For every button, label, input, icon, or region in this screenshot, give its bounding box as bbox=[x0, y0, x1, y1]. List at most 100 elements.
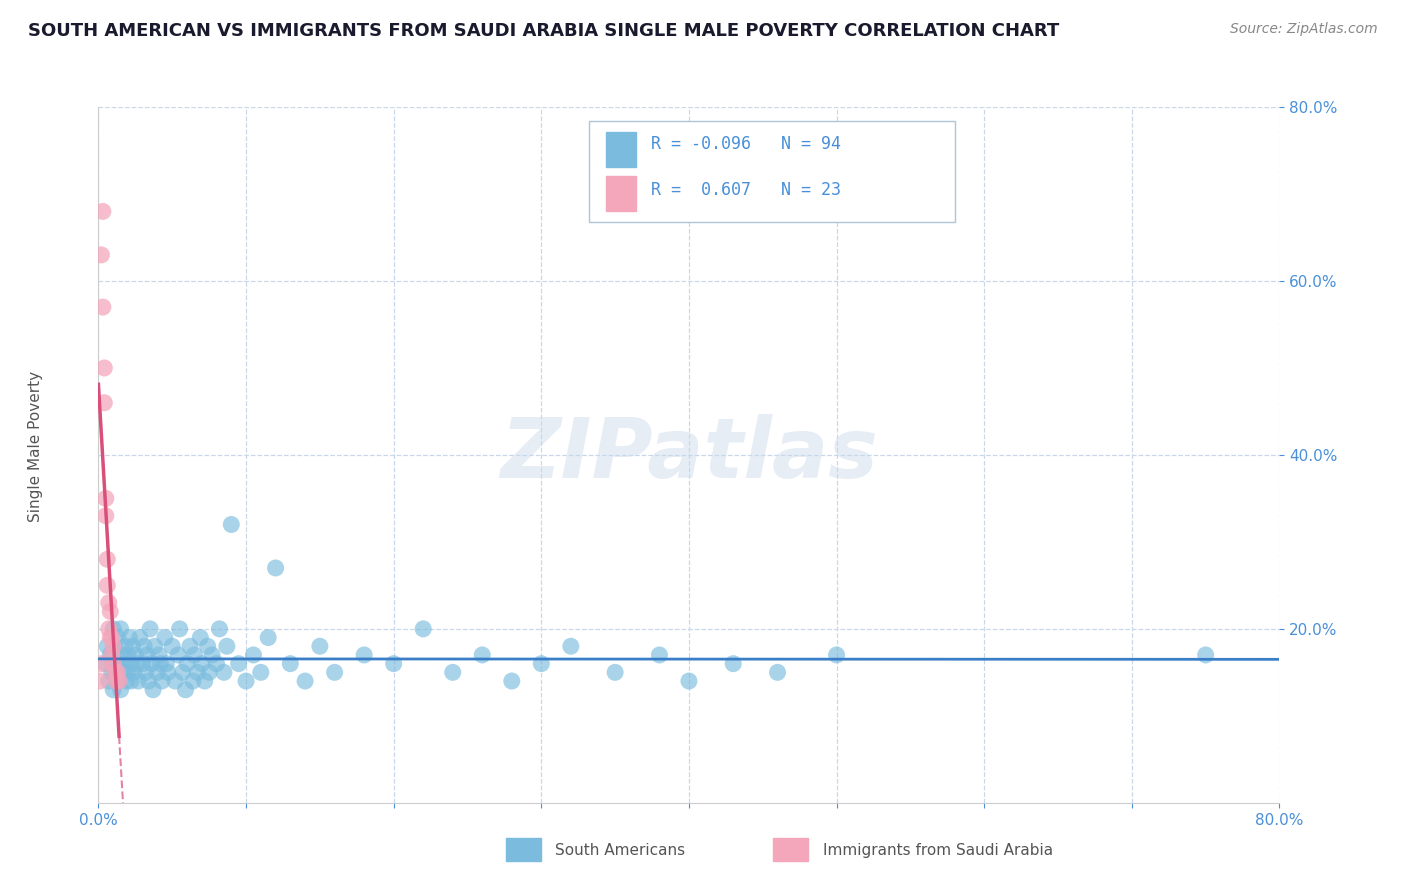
Point bbox=[125, 657, 148, 671]
Point bbox=[107, 631, 129, 645]
Point bbox=[156, 665, 179, 680]
Point bbox=[181, 674, 204, 689]
Point bbox=[148, 648, 170, 662]
Point bbox=[100, 665, 122, 680]
Point bbox=[97, 622, 120, 636]
Point bbox=[107, 665, 129, 680]
Point bbox=[103, 657, 125, 671]
Text: ZIPatlas: ZIPatlas bbox=[501, 415, 877, 495]
Text: Source: ZipAtlas.com: Source: ZipAtlas.com bbox=[1230, 22, 1378, 37]
Point bbox=[201, 648, 224, 662]
Point bbox=[471, 648, 494, 662]
Text: SOUTH AMERICAN VS IMMIGRANTS FROM SAUDI ARABIA SINGLE MALE POVERTY CORRELATION C: SOUTH AMERICAN VS IMMIGRANTS FROM SAUDI … bbox=[28, 22, 1059, 40]
Point bbox=[197, 639, 219, 653]
Point bbox=[105, 674, 128, 689]
Point bbox=[121, 639, 143, 653]
Point bbox=[219, 517, 242, 532]
Point bbox=[91, 300, 114, 314]
Point bbox=[167, 648, 190, 662]
Point bbox=[212, 665, 235, 680]
Point bbox=[186, 665, 208, 680]
Point bbox=[90, 657, 112, 671]
Point bbox=[825, 648, 848, 662]
Point bbox=[120, 674, 142, 689]
Text: South Americans: South Americans bbox=[555, 843, 686, 857]
Point bbox=[208, 622, 231, 636]
Point bbox=[142, 682, 165, 697]
Point bbox=[198, 665, 221, 680]
Point bbox=[98, 605, 121, 619]
Point bbox=[110, 682, 132, 697]
Point bbox=[104, 665, 127, 680]
Point bbox=[135, 665, 157, 680]
Point bbox=[120, 657, 142, 671]
Point bbox=[176, 657, 198, 671]
Bar bbox=[606, 132, 636, 167]
Point bbox=[112, 665, 135, 680]
Point bbox=[97, 596, 120, 610]
Point bbox=[721, 657, 744, 671]
Point bbox=[114, 657, 136, 671]
Point bbox=[108, 657, 131, 671]
Point bbox=[115, 674, 138, 689]
FancyBboxPatch shape bbox=[589, 121, 955, 222]
Point bbox=[194, 674, 217, 689]
Point bbox=[138, 674, 160, 689]
Point bbox=[162, 639, 183, 653]
Point bbox=[309, 639, 332, 653]
Point bbox=[93, 360, 115, 375]
Point bbox=[174, 682, 197, 697]
Point bbox=[141, 657, 163, 671]
Point bbox=[605, 665, 627, 680]
Point bbox=[96, 578, 118, 592]
Point bbox=[105, 665, 128, 680]
Point bbox=[94, 491, 117, 506]
Point bbox=[146, 665, 169, 680]
Point bbox=[104, 639, 127, 653]
Point bbox=[103, 639, 125, 653]
Bar bbox=[606, 176, 636, 211]
Point bbox=[242, 648, 264, 662]
Point bbox=[111, 648, 134, 662]
Point bbox=[107, 674, 129, 689]
Point bbox=[501, 674, 523, 689]
Point bbox=[94, 508, 117, 523]
Point bbox=[134, 639, 156, 653]
Point bbox=[441, 665, 464, 680]
Point bbox=[136, 648, 159, 662]
Point bbox=[114, 639, 136, 653]
Point bbox=[153, 631, 176, 645]
Point bbox=[188, 631, 211, 645]
Text: Single Male Poverty: Single Male Poverty bbox=[28, 370, 42, 522]
Text: R =  0.607   N = 23: R = 0.607 N = 23 bbox=[651, 181, 841, 199]
Point bbox=[294, 674, 316, 689]
Point bbox=[205, 657, 228, 671]
Point bbox=[179, 639, 201, 653]
Point bbox=[766, 665, 789, 680]
Point bbox=[323, 665, 346, 680]
Point bbox=[94, 657, 117, 671]
Point bbox=[118, 631, 141, 645]
Point bbox=[353, 648, 375, 662]
Point bbox=[103, 657, 125, 671]
Point bbox=[235, 674, 257, 689]
Point bbox=[93, 396, 115, 410]
Point bbox=[124, 648, 146, 662]
Point bbox=[98, 648, 121, 662]
Point bbox=[97, 674, 120, 689]
Text: R = -0.096   N = 94: R = -0.096 N = 94 bbox=[651, 136, 841, 153]
Point bbox=[122, 665, 145, 680]
Point bbox=[530, 657, 553, 671]
Point bbox=[155, 657, 177, 671]
Point bbox=[278, 657, 302, 671]
Point bbox=[191, 657, 214, 671]
Point bbox=[250, 665, 273, 680]
Point bbox=[128, 631, 150, 645]
Point bbox=[1195, 648, 1218, 662]
Point bbox=[149, 657, 172, 671]
Point bbox=[150, 674, 173, 689]
Point bbox=[172, 665, 194, 680]
Text: Immigrants from Saudi Arabia: Immigrants from Saudi Arabia bbox=[823, 843, 1053, 857]
Point bbox=[143, 639, 166, 653]
Point bbox=[90, 248, 112, 262]
